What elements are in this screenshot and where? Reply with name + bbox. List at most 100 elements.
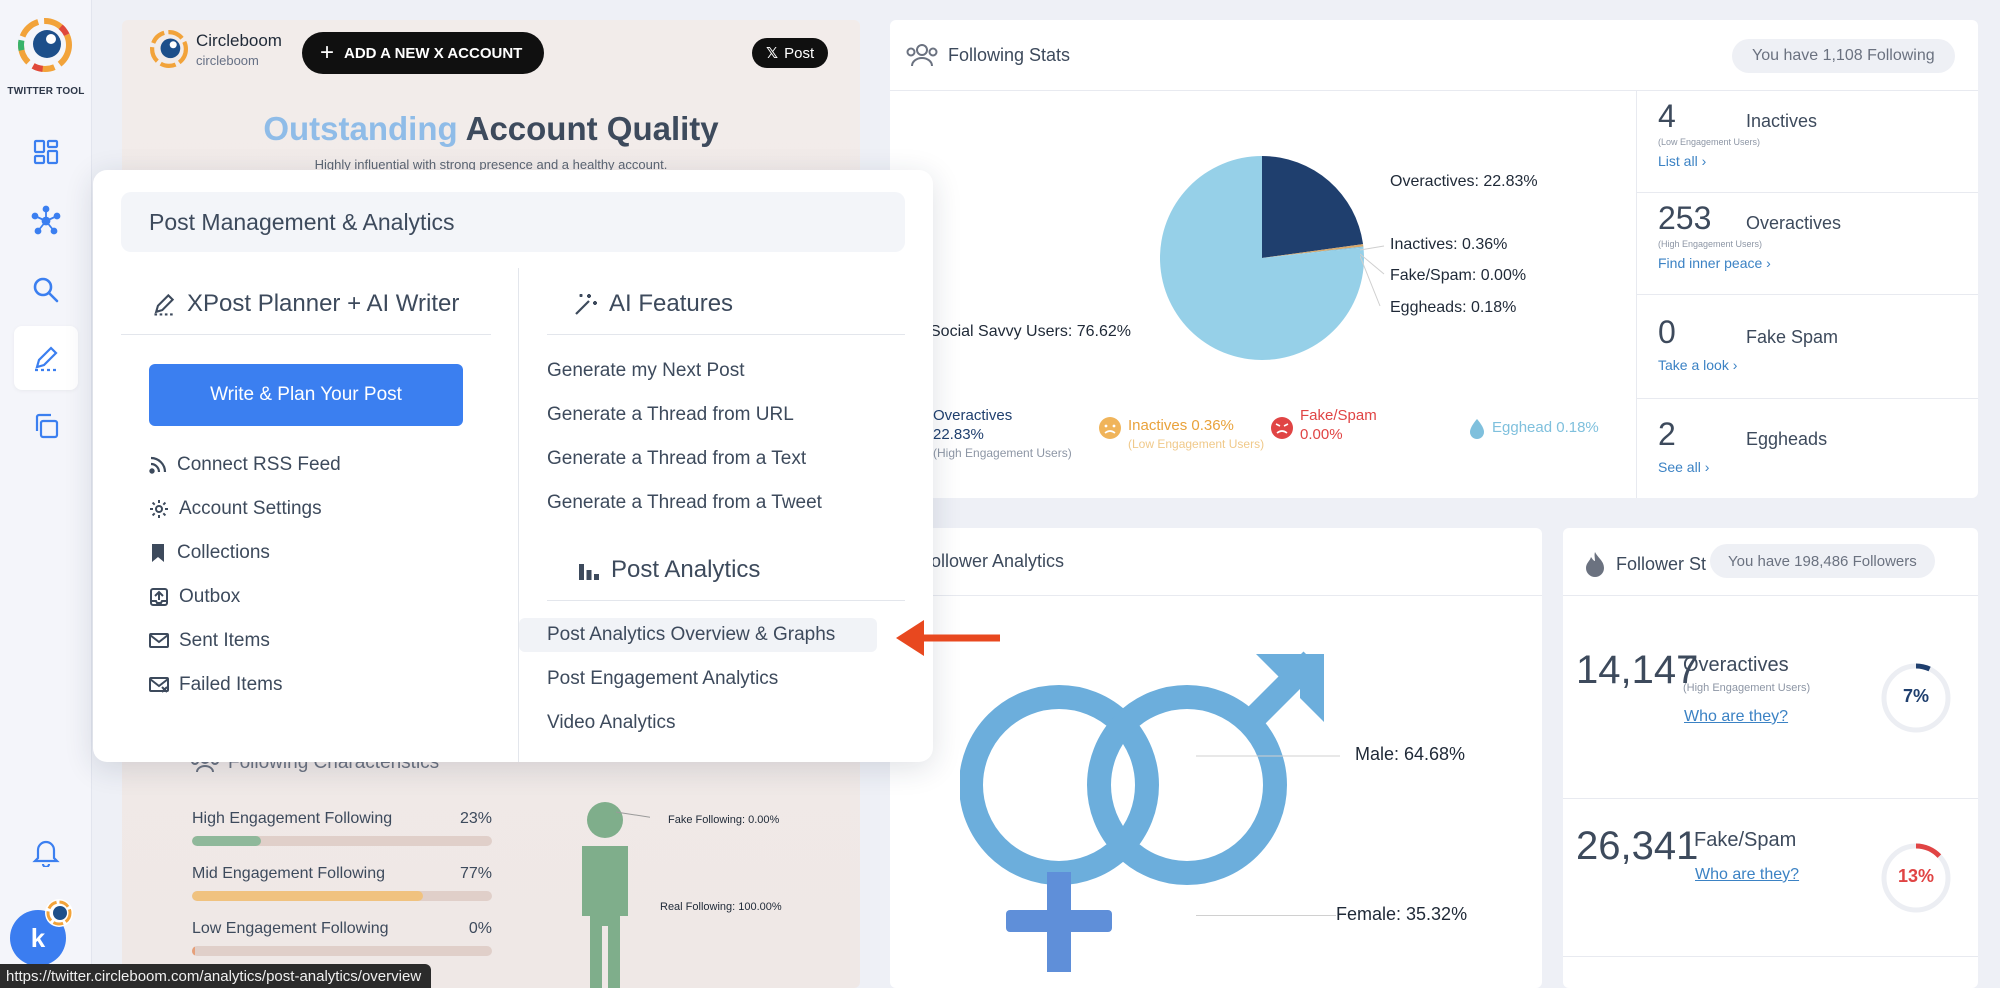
list-all-link[interactable]: List all › <box>1658 153 1707 169</box>
pie-label-fake: Fake/Spam: 0.00% <box>1390 267 1527 284</box>
account-logo-icon <box>150 30 188 68</box>
sad-face-icon <box>1099 417 1121 439</box>
gender-symbols-icon <box>960 651 1340 972</box>
copy-icon[interactable] <box>14 394 78 458</box>
fake-spam-count: 26,341 <box>1576 824 1699 868</box>
menu-collections[interactable]: Collections <box>149 542 270 564</box>
popup-title: Post Management & Analytics <box>121 192 905 252</box>
legend-overactives: Overactives 22.83% (High Engagement User… <box>933 407 1072 460</box>
menu-thread-from-tweet[interactable]: Generate a Thread from a Tweet <box>547 492 822 513</box>
legend-fake-spam: Fake/Spam 0.00% <box>1270 406 1377 444</box>
circleboom-logo[interactable] <box>18 18 72 72</box>
add-account-button[interactable]: + ADD A NEW X ACCOUNT <box>302 32 545 74</box>
post-management-popup: Post Management & Analytics XPost Planne… <box>93 170 933 762</box>
egg-icon <box>1470 419 1484 439</box>
menu-sent-items[interactable]: Sent Items <box>149 630 270 652</box>
account-name: Circleboom <box>196 30 282 50</box>
menu-connect-rss[interactable]: Connect RSS Feed <box>149 454 341 476</box>
status-bar-url: https://twitter.circleboom.com/analytics… <box>0 964 432 988</box>
who-are-they-link-overactives[interactable]: Who are they? <box>1684 708 1789 725</box>
network-icon[interactable] <box>14 189 78 253</box>
bar-low-engagement: Low Engagement Following 0% <box>192 920 492 956</box>
divider <box>1636 192 1978 193</box>
annotation-arrow-icon <box>896 620 1000 656</box>
menu-outbox[interactable]: Outbox <box>149 586 240 608</box>
divider <box>547 600 905 601</box>
pie-slice-inactives <box>1262 244 1364 258</box>
account-header[interactable]: Circleboom circleboom <box>150 30 282 68</box>
follower-stats-title: Follower St <box>1584 551 1706 577</box>
x-post-label: Post <box>784 44 815 62</box>
outbox-icon <box>150 588 168 606</box>
fake-spam-name: Fake/Spam <box>1694 829 1797 851</box>
pie-slice-overactives <box>1262 156 1364 258</box>
fake-following-label: Fake Following: 0.00% <box>668 814 780 826</box>
following-stats-panel <box>890 20 1978 498</box>
users-icon <box>906 44 938 67</box>
overactives-pct: 7% <box>1902 686 1929 706</box>
menu-account-settings[interactable]: Account Settings <box>149 498 322 520</box>
divider <box>890 90 1978 91</box>
dashboard-icon[interactable] <box>14 120 78 184</box>
xpost-planner-title: XPost Planner + AI Writer <box>151 290 459 318</box>
pie-label-social-savvy: Social Savvy Users: 76.62% <box>930 323 1131 340</box>
pie-slice-social-savvy-users <box>1160 156 1364 360</box>
find-inner-peace-link[interactable]: Find inner peace › <box>1658 255 1771 271</box>
see-all-link[interactable]: See all › <box>1658 459 1710 475</box>
menu-generate-next-post[interactable]: Generate my Next Post <box>547 360 745 381</box>
divider <box>1563 956 1978 957</box>
logo-text: TWITTER TOOL <box>7 86 85 97</box>
menu-post-engagement[interactable]: Post Engagement Analytics <box>547 668 779 689</box>
angry-face-icon <box>1271 417 1293 439</box>
pie-label-overactives: Overactives: 22.83% <box>1390 173 1538 190</box>
pie-label-inactives: Inactives: 0.36% <box>1390 236 1508 253</box>
add-account-label: ADD A NEW X ACCOUNT <box>344 44 523 62</box>
who-are-they-link-fake[interactable]: Who are they? <box>1695 866 1800 883</box>
leader-line <box>1196 915 1336 916</box>
followers-count-pill: You have 198,486 Followers <box>1710 544 1935 578</box>
account-quality-title: Outstanding Account Quality <box>122 110 860 148</box>
post-planner-icon[interactable] <box>14 326 78 390</box>
gear-icon <box>150 500 168 518</box>
failed-mail-icon <box>149 677 169 693</box>
stat-fake-spam: 0 Fake Spam Take a look › <box>1658 314 1968 373</box>
user-avatar[interactable]: k <box>10 910 66 966</box>
divider <box>1636 294 1978 295</box>
ai-features-title: AI Features <box>573 290 733 318</box>
search-icon[interactable] <box>14 258 78 322</box>
overactives-sub: (High Engagement Users) <box>1683 682 1811 694</box>
divider <box>1636 398 1978 399</box>
bookmark-icon <box>152 544 164 562</box>
bell-icon[interactable] <box>14 820 78 884</box>
write-plan-post-button[interactable]: Write & Plan Your Post <box>149 364 463 426</box>
ring-progress <box>1881 663 1951 733</box>
divider <box>1563 595 1978 596</box>
x-post-button[interactable]: 𝕏 Post <box>752 38 829 68</box>
menu-video-analytics[interactable]: Video Analytics <box>547 712 676 733</box>
follower-analytics-panel <box>890 528 1542 988</box>
person-figure-icon <box>582 802 650 988</box>
post-analytics-title: Post Analytics <box>577 556 760 584</box>
menu-post-analytics-overview[interactable]: Post Analytics Overview & Graphs <box>519 618 877 652</box>
fire-icon <box>1586 552 1604 577</box>
menu-thread-from-url[interactable]: Generate a Thread from URL <box>547 404 794 425</box>
left-rail: TWITTER TOOL k <box>0 0 92 988</box>
magic-wand-icon <box>575 294 597 315</box>
divider <box>121 334 491 335</box>
pie-leader-lines <box>1360 245 1385 307</box>
real-following-label: Real Following: 100.00% <box>660 901 782 913</box>
take-a-look-link[interactable]: Take a look › <box>1658 357 1738 373</box>
following-count-pill: You have 1,108 Following <box>1732 39 1955 73</box>
divider <box>890 595 1542 596</box>
post-planner-icon <box>154 293 175 316</box>
menu-failed-items[interactable]: Failed Items <box>149 674 282 696</box>
fake-spam-ring <box>1881 843 1951 913</box>
stat-eggheads: 2 Eggheads See all › <box>1658 416 1968 475</box>
bar-mid-engagement: Mid Engagement Following 77% <box>192 865 492 901</box>
overactives-name: Overactives <box>1683 654 1789 676</box>
following-stats-title: Following Stats <box>906 42 1070 68</box>
menu-thread-from-text[interactable]: Generate a Thread from a Text <box>547 448 807 469</box>
quality-subtitle: Highly influential with strong presence … <box>314 157 668 172</box>
legend-inactives: Inactives 0.36% (Low Engagement Users) <box>1098 416 1264 454</box>
account-badge-icon <box>45 899 73 927</box>
